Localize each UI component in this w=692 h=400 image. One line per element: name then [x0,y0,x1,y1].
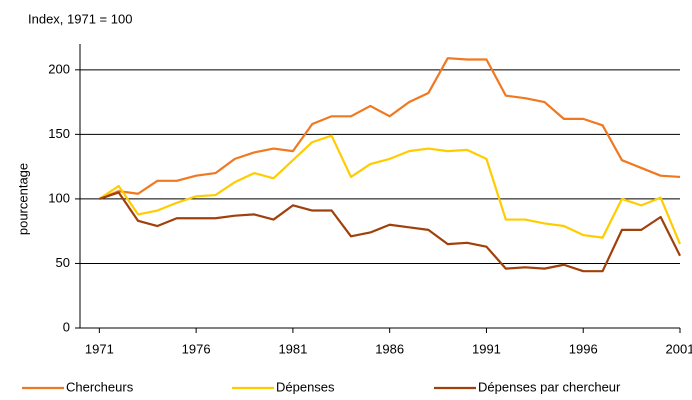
x-tick-label: 1986 [375,341,404,356]
data-line [98,134,682,245]
legend-label: Dépenses [276,379,335,394]
x-tick-label: 1981 [278,341,307,356]
y-tick-label: 150 [48,126,70,141]
legend-label: Chercheurs [66,379,134,394]
y-axis-label: pourcentage [15,163,30,235]
x-tick-label: 1976 [182,341,211,356]
data-line [99,191,681,273]
y-tick-label: 100 [48,190,70,205]
x-tick-label: 1996 [569,341,598,356]
x-tick-label: 1971 [85,341,114,356]
x-tick-label: 1991 [472,341,501,356]
y-tick-label: 50 [56,255,70,270]
legend-label: Dépenses par chercheur [478,379,621,394]
data-line [98,57,681,200]
chart-subtitle: Index, 1971 = 100 [28,11,132,26]
x-tick-label: 2001 [666,341,692,356]
y-tick-label: 200 [48,61,70,76]
y-tick-label: 0 [63,319,70,334]
